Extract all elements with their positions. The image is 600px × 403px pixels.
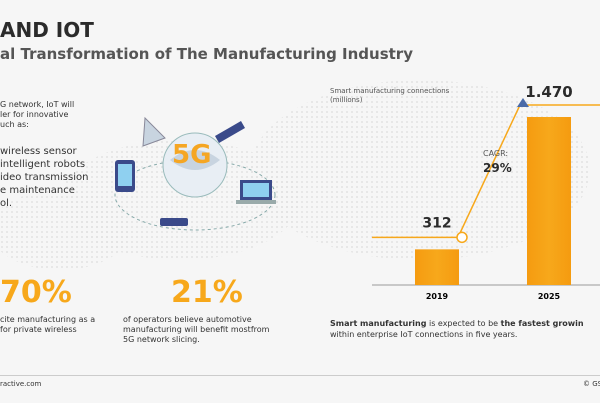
annotation-value: 29% <box>483 161 512 175</box>
x-tick-label: 2025 <box>538 292 561 301</box>
intro-line: uch as: <box>0 120 29 129</box>
trend-arrow <box>517 98 529 107</box>
stat: 21% of operators believe automotive manufa… <box>123 275 269 345</box>
trend-line <box>372 104 600 239</box>
intro-item: wireless sensor <box>0 146 77 157</box>
intro-item: ol. <box>0 198 13 209</box>
stat-value: 21% <box>171 275 243 310</box>
footer-left: ractive.com <box>0 380 42 388</box>
title: AND IOT <box>0 18 94 42</box>
caption-segment: Smart manufacturing <box>330 319 427 328</box>
value-label: 312 <box>422 215 451 231</box>
caption-segment: the fastest growin <box>500 319 584 328</box>
intro-list: wireless sensor intelligent robots ideo tr… <box>0 145 88 210</box>
x-tick-label: 2019 <box>426 292 449 301</box>
stat-text: cite manufacturing as a <box>0 315 96 324</box>
divider <box>0 375 600 376</box>
trend-marker <box>456 231 468 244</box>
stat: 70% cite manufacturing as a for private wi… <box>0 275 95 335</box>
annotation-label: CAGR: <box>483 149 508 158</box>
stat-text: manufacturing will benefit mostfrom <box>123 325 270 334</box>
value-label: 1.470 <box>525 83 572 101</box>
caption-line: Smart manufacturing is expected to be th… <box>330 318 584 329</box>
intro-item: ideo transmission <box>0 172 89 183</box>
y-axis-label: (millions) <box>330 96 363 104</box>
intro-line: G network, IoT will <box>0 100 75 109</box>
intro-item: intelligent robots <box>0 159 86 170</box>
bar <box>415 249 459 285</box>
caption: Smart manufacturing is expected to be th… <box>330 318 584 340</box>
y-axis-label: Smart manufacturing connections <box>330 87 450 95</box>
subtitle: al Transformation of The Manufacturing I… <box>0 45 413 63</box>
stat-text: of operators believe automotive <box>123 315 252 324</box>
bar <box>527 117 571 285</box>
stat-value: 70% <box>0 275 72 310</box>
illustration: 5G <box>114 116 276 231</box>
caption-line: within enterprise IoT connections in fiv… <box>330 330 518 339</box>
intro-item: e maintenance <box>0 185 75 196</box>
intro: G network, IoT will ler for innovative uch… <box>0 100 74 130</box>
caption-segment: is expected to be <box>426 319 501 328</box>
stat-text: for private wireless <box>0 325 77 334</box>
stat-text: 5G network slicing. <box>123 335 200 344</box>
intro-line: ler for innovative <box>0 110 69 119</box>
footer-right: © GS <box>583 380 600 388</box>
svg-text:5G: 5G <box>172 140 211 170</box>
